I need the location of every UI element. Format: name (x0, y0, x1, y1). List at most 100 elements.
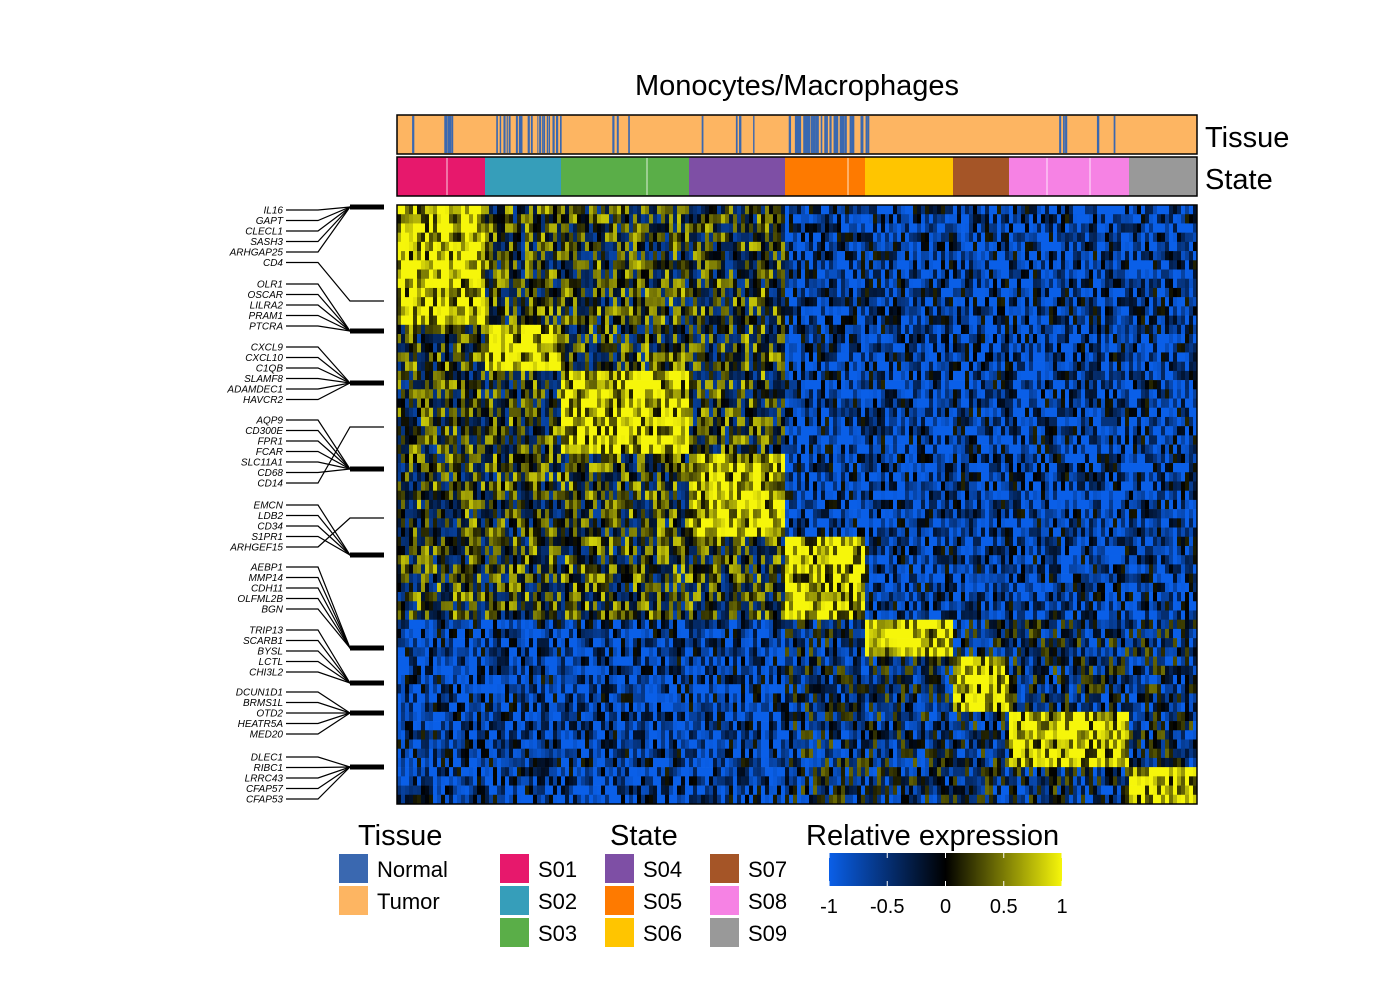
state-annotation-track (396, 156, 1198, 197)
colorbar-ticks: -1 -0.5 0 0.5 1 (820, 853, 1068, 918)
tissue-legend-swatch-tumor (339, 886, 368, 915)
gene-label-olfml2b: OLFML2B (237, 594, 283, 605)
tissue-track-normal-line (451, 116, 454, 153)
gene-label-aebp1: AEBP1 (250, 563, 283, 574)
gene-connector-ldb2 (286, 514, 384, 556)
tissue-track-normal-line (518, 116, 521, 153)
state-legend-label-s02: S02 (538, 889, 577, 914)
gene-group-anchor (350, 328, 384, 334)
state-legend-swatch-s04 (605, 854, 634, 883)
heatmap-border (396, 204, 1198, 805)
tissue-track-normal-line (548, 116, 551, 153)
tissue-track-normal-line (519, 116, 521, 153)
state-legend: S01 S02 S03 S04 S05 S06 S07 S08 S09 (500, 854, 787, 947)
colorbar-tick-label: 0 (940, 896, 951, 918)
gene-connector-cdh11 (286, 587, 384, 649)
tissue-track-normal-line (412, 116, 415, 153)
gene-group-anchor (350, 764, 384, 770)
state-legend-swatch-s01 (500, 854, 529, 883)
gene-connector-trip13 (286, 629, 384, 684)
tissue-track-normal-line (806, 116, 808, 153)
gene-connector-cd34 (286, 525, 384, 556)
gene-label-cd300e: CD300E (245, 426, 283, 437)
tissue-track-normal-line (1059, 116, 1062, 153)
gene-label-arhgap25: ARHGAP25 (229, 248, 284, 259)
colorbar-tick-label: -1 (820, 896, 838, 918)
chart-title: Monocytes/Macrophages (635, 70, 959, 102)
state-track-s06 (865, 157, 953, 196)
tissue-track-normal-line (552, 116, 555, 153)
tissue-track-normal-line (612, 116, 615, 153)
tissue-track-normal-line (816, 116, 819, 153)
tissue-legend: Normal Tumor (339, 854, 448, 915)
tissue-track-normal-line (503, 116, 506, 153)
gene-label-slamf8: SLAMF8 (244, 374, 283, 385)
tissue-track-normal-line (753, 116, 755, 153)
gene-label-cd14: CD14 (257, 479, 283, 490)
gene-label-cd68: CD68 (257, 468, 283, 479)
gene-connector-arhgef15 (286, 517, 384, 548)
tissue-track-normal-line (860, 116, 863, 153)
state-legend-label-s06: S06 (643, 921, 682, 946)
gene-label-lilra2: LILRA2 (250, 301, 284, 312)
gene-label-otd2: OTD2 (256, 709, 283, 720)
tissue-track-normal-line (826, 116, 828, 153)
tissue-track-normal-line (835, 116, 838, 153)
gene-label-bgn: BGN (261, 605, 283, 616)
gene-label-med20: MED20 (250, 730, 284, 741)
state-legend-swatch-s02 (500, 886, 529, 915)
tissue-track-normal-line (833, 116, 835, 153)
tissue-track-normal-line (560, 116, 562, 153)
gene-label-lctl: LCTL (259, 657, 283, 668)
tissue-legend-label-tumor: Tumor (377, 889, 440, 914)
expression-legend-title: Relative expression (806, 820, 1059, 852)
state-legend-label-s01: S01 (538, 857, 577, 882)
tissue-track-normal-line (1096, 116, 1100, 153)
gene-label-trip13: TRIP13 (249, 626, 283, 637)
tissue-track-normal-line (808, 116, 811, 153)
state-track-s05 (785, 157, 865, 196)
tissue-track-normal-line (444, 116, 447, 153)
tissue-track-normal-line (840, 116, 843, 153)
gene-label-heatr5a: HEATR5A (238, 719, 284, 730)
gene-label-ptcra: PTCRA (249, 322, 283, 333)
state-legend-label-s07: S07 (748, 857, 787, 882)
gene-label-ribc1: RIBC1 (254, 763, 283, 774)
tissue-track-normal-line (1065, 116, 1068, 153)
gene-label-pram1: PRAM1 (249, 311, 283, 322)
gene-label-cd4: CD4 (263, 258, 283, 269)
tissue-track-normal-line (810, 116, 813, 153)
tissue-track-normal-line (803, 116, 806, 153)
state-track-label: State (1205, 164, 1273, 196)
gene-connector-s1pr1 (286, 535, 384, 556)
tissue-track-normal-line (849, 116, 852, 153)
gene-group-anchor (350, 645, 384, 651)
tissue-track-normal-line (506, 116, 508, 153)
colorbar-tick-label: 1 (1056, 896, 1067, 918)
state-legend-swatch-s08 (710, 886, 739, 915)
tissue-track-normal-line (788, 116, 791, 153)
tissue-track-normal-line (815, 116, 817, 153)
tissue-track-normal-line (824, 116, 827, 153)
tissue-track-normal-line (739, 116, 742, 153)
tissue-track-normal-line (555, 116, 559, 153)
gene-connector-aebp1 (286, 566, 384, 649)
state-legend-swatch-s03 (500, 918, 529, 947)
tissue-track-normal-line (509, 116, 511, 153)
tissue-track-normal-line (812, 116, 814, 153)
state-track-s03 (561, 157, 689, 196)
tissue-track-normal-line (701, 116, 704, 153)
tissue-track-normal-line (628, 116, 630, 153)
tissue-legend-swatch-normal (339, 854, 368, 883)
tissue-track-normal-line (616, 116, 619, 153)
state-legend-title: State (610, 820, 678, 852)
tissue-track-normal-line (537, 116, 539, 153)
gene-label-cfap57: CFAP57 (246, 784, 283, 795)
tissue-track-normal-line (530, 116, 533, 153)
gene-label-fpr1: FPR1 (257, 437, 283, 448)
gene-label-aqp9: AQP9 (255, 416, 283, 427)
gene-label-column: IL16GAPTCLECL1SASH3ARHGAP25CD4OLR1OSCARL… (226, 206, 283, 806)
state-track-s07 (953, 157, 1009, 196)
gene-label-arhgef15: ARHGEF15 (229, 543, 283, 554)
state-legend-label-s05: S05 (643, 889, 682, 914)
